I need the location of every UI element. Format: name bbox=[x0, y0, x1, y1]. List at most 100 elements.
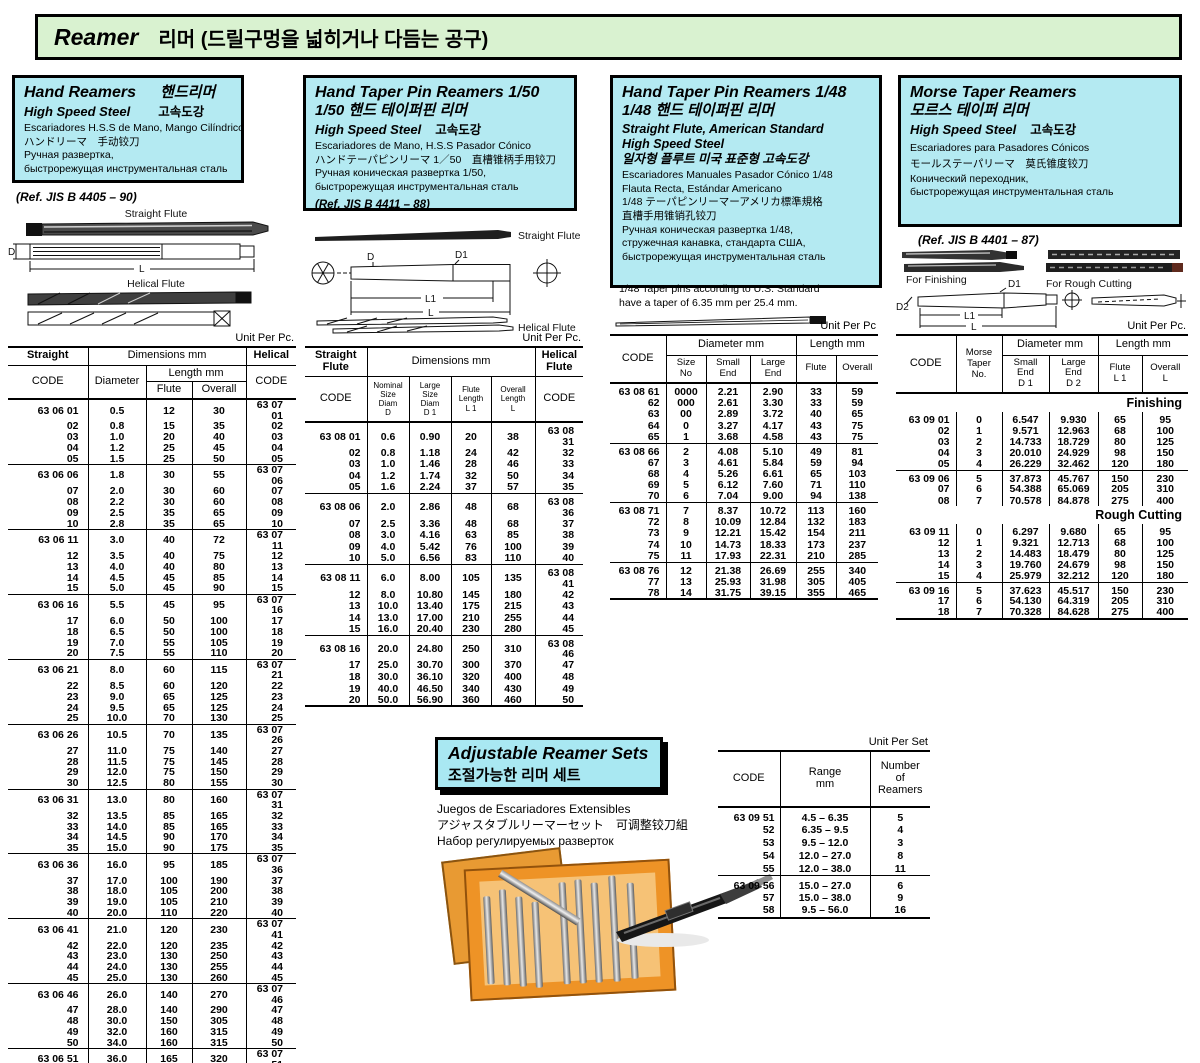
table-row: 28 11.5 75 145 28 bbox=[8, 756, 297, 768]
table-cell: 400 bbox=[1141, 495, 1189, 507]
table-row: 04 3 20.010 24.929 98 150 bbox=[896, 447, 1189, 459]
table-cell: 65 bbox=[145, 692, 192, 703]
table-row: 63 06 41 21.0 120 230 63 07 41 bbox=[8, 918, 297, 941]
table-cell: 9.571 bbox=[1001, 425, 1049, 437]
table-row: 03 2 14.733 18.729 80 125 bbox=[896, 436, 1189, 448]
table-cell: 63 08 71 bbox=[610, 502, 666, 517]
straight-pin-reamer bbox=[315, 230, 511, 241]
taper-pin-50-data-table: Straight Flute Dimensions mm Helical Flu… bbox=[305, 346, 584, 708]
table-cell: 5.10 bbox=[749, 442, 797, 458]
finishing-reamer-photos bbox=[902, 250, 1024, 272]
table-cell: 1.6 bbox=[366, 482, 409, 494]
table-cell: 68 bbox=[1097, 425, 1143, 437]
table-cell: 1.74 bbox=[408, 470, 451, 483]
table-row: 63 06 11 3.0 40 72 63 07 11 bbox=[8, 529, 297, 552]
table-cell: 6 bbox=[665, 491, 706, 503]
table-row: 50 34.0 160 315 50 bbox=[8, 1037, 297, 1049]
table-cell: 43 bbox=[534, 600, 584, 613]
table-row: 23 9.0 65 125 23 bbox=[8, 692, 297, 703]
hand-reamer-diagram: Straight Flute bbox=[8, 206, 296, 339]
table-cell: 6 bbox=[869, 875, 930, 892]
table-cell: 49 bbox=[534, 683, 584, 695]
steel-label-korean: 고속도강 bbox=[1030, 123, 1077, 138]
table-cell: 9.930 bbox=[1048, 411, 1099, 426]
table-cell: 63 08 46 bbox=[534, 634, 584, 660]
table-cell: 360 bbox=[450, 695, 491, 707]
table-cell: 13 bbox=[348, 600, 361, 613]
table-cell: 18 bbox=[66, 625, 79, 638]
table-row: 72 8 10.09 12.84 132 183 bbox=[610, 516, 879, 529]
table-row: 10 2.8 35 65 10 bbox=[8, 517, 297, 530]
table-cell: 39 bbox=[66, 896, 79, 909]
table-cell: 4.08 bbox=[705, 442, 750, 458]
table-cell: 65.069 bbox=[1048, 484, 1099, 496]
table-cell: 125 bbox=[1141, 436, 1189, 448]
table-cell: 2.5 bbox=[87, 508, 146, 519]
taper-note-line: have a taper of 6.35 mm per 25.4 mm. bbox=[619, 296, 798, 309]
table-cell: 10 bbox=[66, 517, 79, 530]
table-cell: 25 bbox=[66, 712, 79, 725]
table-cell: 12.5 bbox=[87, 778, 146, 790]
table-cell: 30 bbox=[145, 464, 192, 487]
table-cell: 10.0 bbox=[366, 600, 409, 613]
steel-label-korean: 고속도강 bbox=[158, 105, 205, 120]
table-cell: 12.963 bbox=[1048, 425, 1099, 437]
table-row: 45 25.0 130 260 45 bbox=[8, 973, 297, 984]
col-header: CODE bbox=[245, 365, 297, 401]
table-cell: 40 bbox=[245, 908, 297, 919]
table-row: 18 7 70.328 84.628 275 400 bbox=[896, 607, 1189, 619]
table-cell: 2 bbox=[955, 436, 1002, 448]
table-cell: 63 07 01 bbox=[245, 398, 297, 422]
table-cell: 56.90 bbox=[408, 695, 451, 707]
table-cell: 145 bbox=[191, 756, 247, 768]
table-cell: 17 bbox=[66, 615, 79, 628]
table-row: 24 9.5 65 125 24 bbox=[8, 702, 297, 714]
table-row: 47 28.0 140 290 47 bbox=[8, 1005, 297, 1017]
table-cell: 63 06 51 bbox=[8, 1048, 88, 1063]
table-cell: 28 bbox=[245, 756, 297, 768]
table-cell: 5 bbox=[955, 469, 1002, 485]
table-cell: 02 bbox=[245, 421, 297, 433]
table-cell: 05 bbox=[348, 481, 361, 494]
table-cell: 1.8 bbox=[87, 464, 146, 487]
pin-reamer-drawing bbox=[311, 259, 561, 315]
table-cell: 47 bbox=[245, 1005, 297, 1017]
taper-pin-50-diagram-svg: Straight Flute D D1 L1 L bbox=[311, 230, 581, 334]
table-cell: 100 bbox=[1141, 537, 1189, 549]
col-header: Overall L bbox=[1141, 355, 1189, 395]
table-cell: 200 bbox=[191, 886, 247, 898]
table-cell: 0000 bbox=[665, 382, 706, 398]
table-cell: 4 bbox=[955, 571, 1002, 583]
table-cell: 15 bbox=[145, 421, 192, 433]
table-cell: 54 bbox=[762, 849, 775, 862]
table-cell: 46 bbox=[490, 458, 536, 471]
table-cell: 40 bbox=[534, 552, 584, 565]
table-cell: 110 bbox=[191, 648, 247, 660]
for-rough-cutting-label: For Rough Cutting bbox=[1046, 278, 1132, 290]
table-cell: 43 bbox=[795, 431, 837, 444]
table-cell: 2.21 bbox=[705, 382, 750, 398]
table-cell: 150 bbox=[145, 1016, 192, 1027]
table-cell: 270 bbox=[191, 983, 247, 1006]
table-cell: 42 bbox=[490, 447, 536, 459]
table-cell: 250 bbox=[450, 634, 491, 660]
table-cell: 15.0 – 27.0 bbox=[779, 875, 870, 892]
col-header: CODE bbox=[896, 335, 956, 395]
table-cell: 220 bbox=[191, 908, 247, 919]
table-row: 07 6 54.388 65.069 205 310 bbox=[896, 484, 1189, 496]
table-cell: 35 bbox=[191, 421, 247, 433]
table-cell: 14 bbox=[348, 611, 361, 624]
table-cell: 1.0 bbox=[366, 458, 409, 471]
table-cell: 24.0 bbox=[87, 962, 146, 973]
table-row: 63 06 01 0.5 12 30 63 07 01 bbox=[8, 398, 297, 422]
table-cell: 175 bbox=[191, 843, 247, 854]
table-cell: 30 bbox=[145, 486, 192, 497]
desc-line: Конический переходник, bbox=[910, 172, 1029, 185]
table-cell: 105 bbox=[191, 638, 247, 649]
table-cell: 49 bbox=[245, 1027, 297, 1038]
table-cell: 2 bbox=[955, 548, 1002, 560]
table-cell: 63 08 06 bbox=[305, 493, 367, 519]
hand-reamers-table: Unit Per Pc. Straight Dimensions mm Heli… bbox=[8, 332, 297, 1063]
table-cell: 27 bbox=[66, 744, 79, 757]
